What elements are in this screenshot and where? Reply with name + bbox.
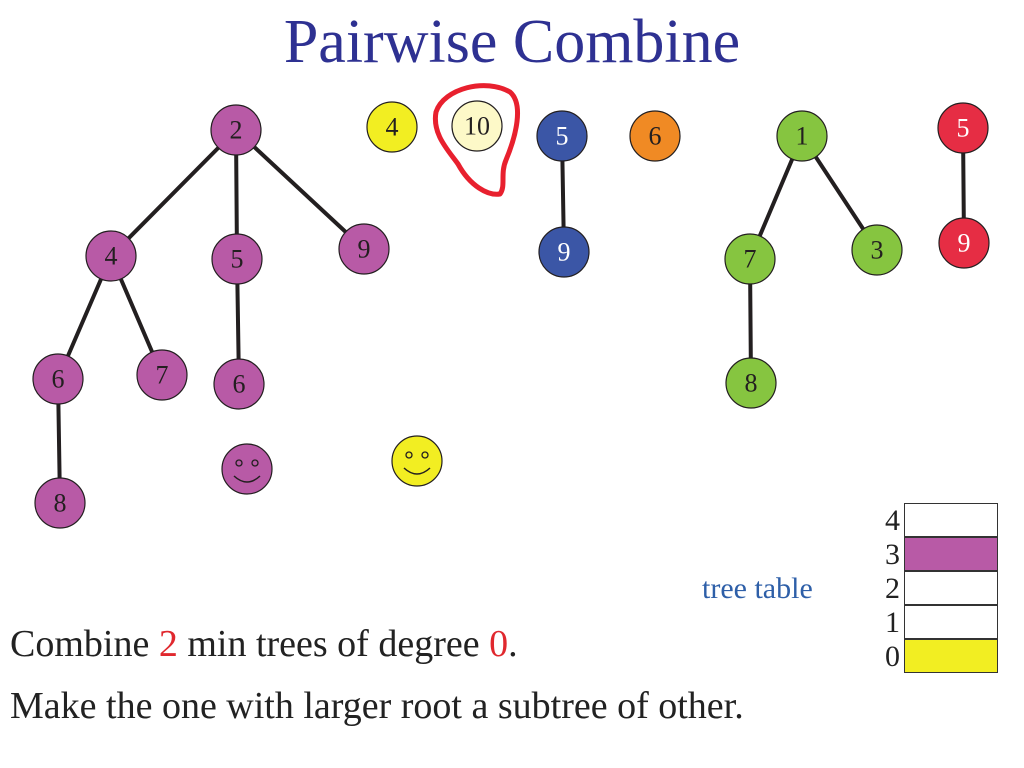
caption-line-1: Combine 2 min trees of degree 0.: [10, 622, 518, 666]
tree-node: 8: [34, 477, 86, 529]
degree-label-4: 4: [885, 504, 900, 537]
node-circle: [136, 349, 188, 401]
tree-edge: [234, 128, 366, 251]
degree-label-3: 3: [885, 538, 900, 571]
table-cell-degree-4: [904, 503, 998, 537]
node-circle: [32, 353, 84, 405]
node-circle: [725, 357, 777, 409]
table-cell-degree-0: [904, 639, 998, 673]
node-key: 5: [556, 122, 569, 151]
node-key: 5: [957, 114, 970, 143]
tree-node: 7: [724, 233, 776, 285]
smileys: [221, 435, 443, 495]
node-circle: [538, 226, 590, 278]
tree-node: 8: [725, 357, 777, 409]
node-circle: [34, 477, 86, 529]
highlight-ring: [432, 83, 520, 197]
tree-node: 6: [32, 353, 84, 405]
node-circle: [211, 233, 263, 285]
node-key: 10: [464, 112, 490, 141]
node-circle: [451, 100, 503, 152]
tree-table-label: tree table: [702, 572, 813, 605]
purple-smiley-icon: [221, 443, 273, 495]
tree-nodes: 8 6 7 4 6 5 9 2 4 10 9 5 6 8 7 3 1 9 5: [32, 100, 990, 529]
caption-text-before: Combine: [10, 623, 159, 665]
node-key: 1: [796, 122, 809, 151]
node-key: 4: [386, 113, 399, 142]
yellow-smiley-icon: [391, 435, 443, 487]
node-circle: [937, 102, 989, 154]
caption-degree: 0: [489, 623, 509, 665]
node-key: 6: [52, 365, 65, 394]
tree-node: 6: [213, 358, 265, 410]
degree-label-2: 2: [885, 572, 900, 605]
node-circle: [536, 110, 588, 162]
node-key: 6: [233, 370, 246, 399]
node-key: 2: [230, 116, 243, 145]
node-key: 8: [54, 489, 67, 518]
node-key: 9: [558, 238, 571, 267]
node-key: 7: [744, 245, 757, 274]
tree-root-node: 1: [776, 110, 828, 162]
node-circle: [210, 104, 262, 156]
caption-line-2: Make the one with larger root a subtree …: [10, 685, 744, 727]
node-key: 9: [958, 229, 971, 258]
table-cell-degree-1: [904, 605, 998, 639]
node-circle: [366, 101, 418, 153]
tree-root-node: 2: [210, 104, 262, 156]
node-circle: [776, 110, 828, 162]
degree-label-0: 0: [885, 640, 900, 673]
node-circle: [629, 110, 681, 162]
tree-root-node: 5: [937, 102, 989, 154]
tree-node: 3: [851, 224, 903, 276]
degree-label-1: 1: [885, 606, 900, 639]
node-circle: [724, 233, 776, 285]
caption-tree-count: 2: [158, 623, 178, 665]
tree-node: 4: [85, 230, 137, 282]
caption-text-after: .: [508, 623, 518, 665]
caption-text-middle: min trees of degree: [177, 623, 490, 665]
tree-root-node: 5: [536, 110, 588, 162]
tree-root-node: 6: [629, 110, 681, 162]
node-circle: [85, 230, 137, 282]
tree-node: 9: [538, 226, 590, 278]
node-circle: [851, 224, 903, 276]
tree-edge: [109, 128, 238, 258]
node-key: 9: [358, 235, 371, 264]
node-key: 3: [871, 236, 884, 265]
node-circle: [338, 223, 390, 275]
tree-root-node: 10: [451, 100, 503, 152]
tree-edges: [56, 126, 966, 505]
tree-node: 9: [338, 223, 390, 275]
slide-title: Pairwise Combine: [283, 8, 741, 76]
node-key: 4: [105, 242, 118, 271]
table-cell-degree-2: [904, 571, 998, 605]
node-circle: [938, 217, 990, 269]
tree-root-node: 4: [366, 101, 418, 153]
tree-node: 5: [211, 233, 263, 285]
node-key: 5: [231, 245, 244, 274]
tree-node: 7: [136, 349, 188, 401]
node-circle: [213, 358, 265, 410]
node-key: 6: [649, 122, 662, 151]
node-key: 8: [745, 369, 758, 398]
node-key: 7: [156, 361, 169, 390]
tree-node: 9: [938, 217, 990, 269]
table-cell-degree-3: [904, 537, 998, 571]
